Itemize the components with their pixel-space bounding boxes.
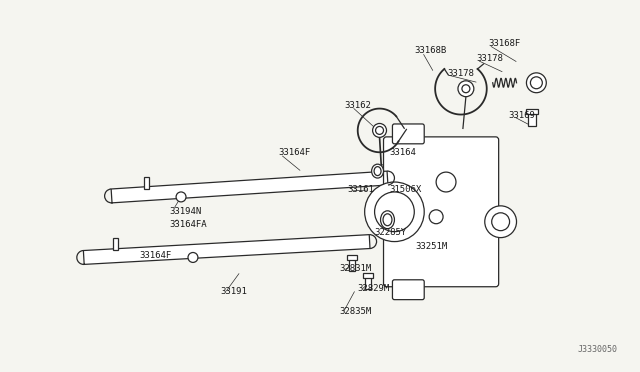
Ellipse shape: [374, 167, 381, 176]
Bar: [365, 275, 371, 289]
Circle shape: [376, 126, 383, 134]
Bar: [349, 257, 355, 271]
Circle shape: [527, 73, 547, 93]
Circle shape: [372, 124, 387, 137]
Circle shape: [429, 210, 443, 224]
Circle shape: [176, 192, 186, 202]
Ellipse shape: [381, 211, 394, 229]
Circle shape: [365, 182, 424, 241]
Circle shape: [492, 213, 509, 231]
Text: 32835M: 32835M: [340, 307, 372, 316]
Circle shape: [484, 206, 516, 238]
Text: 32285Y: 32285Y: [374, 228, 407, 237]
Text: 31506X: 31506X: [390, 185, 422, 194]
Text: 33251M: 33251M: [415, 241, 447, 251]
Text: 32829M: 32829M: [358, 284, 390, 293]
Circle shape: [436, 172, 456, 192]
Text: 33162: 33162: [345, 101, 372, 110]
Bar: [363, 273, 372, 278]
Text: 33168B: 33168B: [414, 46, 447, 55]
Bar: [527, 109, 538, 113]
Text: 33164FA: 33164FA: [169, 220, 207, 229]
Text: J3330050: J3330050: [578, 345, 618, 354]
Text: 33164: 33164: [390, 148, 417, 157]
Text: 33164F: 33164F: [278, 148, 310, 157]
Bar: [145, 177, 149, 189]
Text: 33194N: 33194N: [169, 207, 202, 216]
FancyBboxPatch shape: [392, 280, 424, 299]
Text: 33169: 33169: [509, 110, 536, 119]
Circle shape: [188, 253, 198, 262]
Polygon shape: [83, 235, 370, 264]
Ellipse shape: [383, 214, 392, 226]
Text: 32831M: 32831M: [340, 264, 372, 273]
Ellipse shape: [372, 164, 383, 178]
FancyBboxPatch shape: [392, 124, 424, 144]
Bar: [113, 238, 118, 250]
Text: 33168F: 33168F: [489, 39, 521, 48]
Bar: [529, 110, 536, 126]
Text: 33161: 33161: [348, 185, 374, 194]
Polygon shape: [111, 171, 388, 203]
Circle shape: [374, 192, 414, 232]
Bar: [347, 256, 356, 260]
Text: 33178: 33178: [477, 54, 504, 63]
Circle shape: [458, 81, 474, 97]
Text: 33178: 33178: [447, 69, 474, 78]
Text: 33164F: 33164F: [140, 250, 172, 260]
Circle shape: [531, 77, 542, 89]
FancyBboxPatch shape: [383, 137, 499, 287]
Text: 33191: 33191: [221, 287, 248, 296]
Circle shape: [462, 85, 470, 93]
